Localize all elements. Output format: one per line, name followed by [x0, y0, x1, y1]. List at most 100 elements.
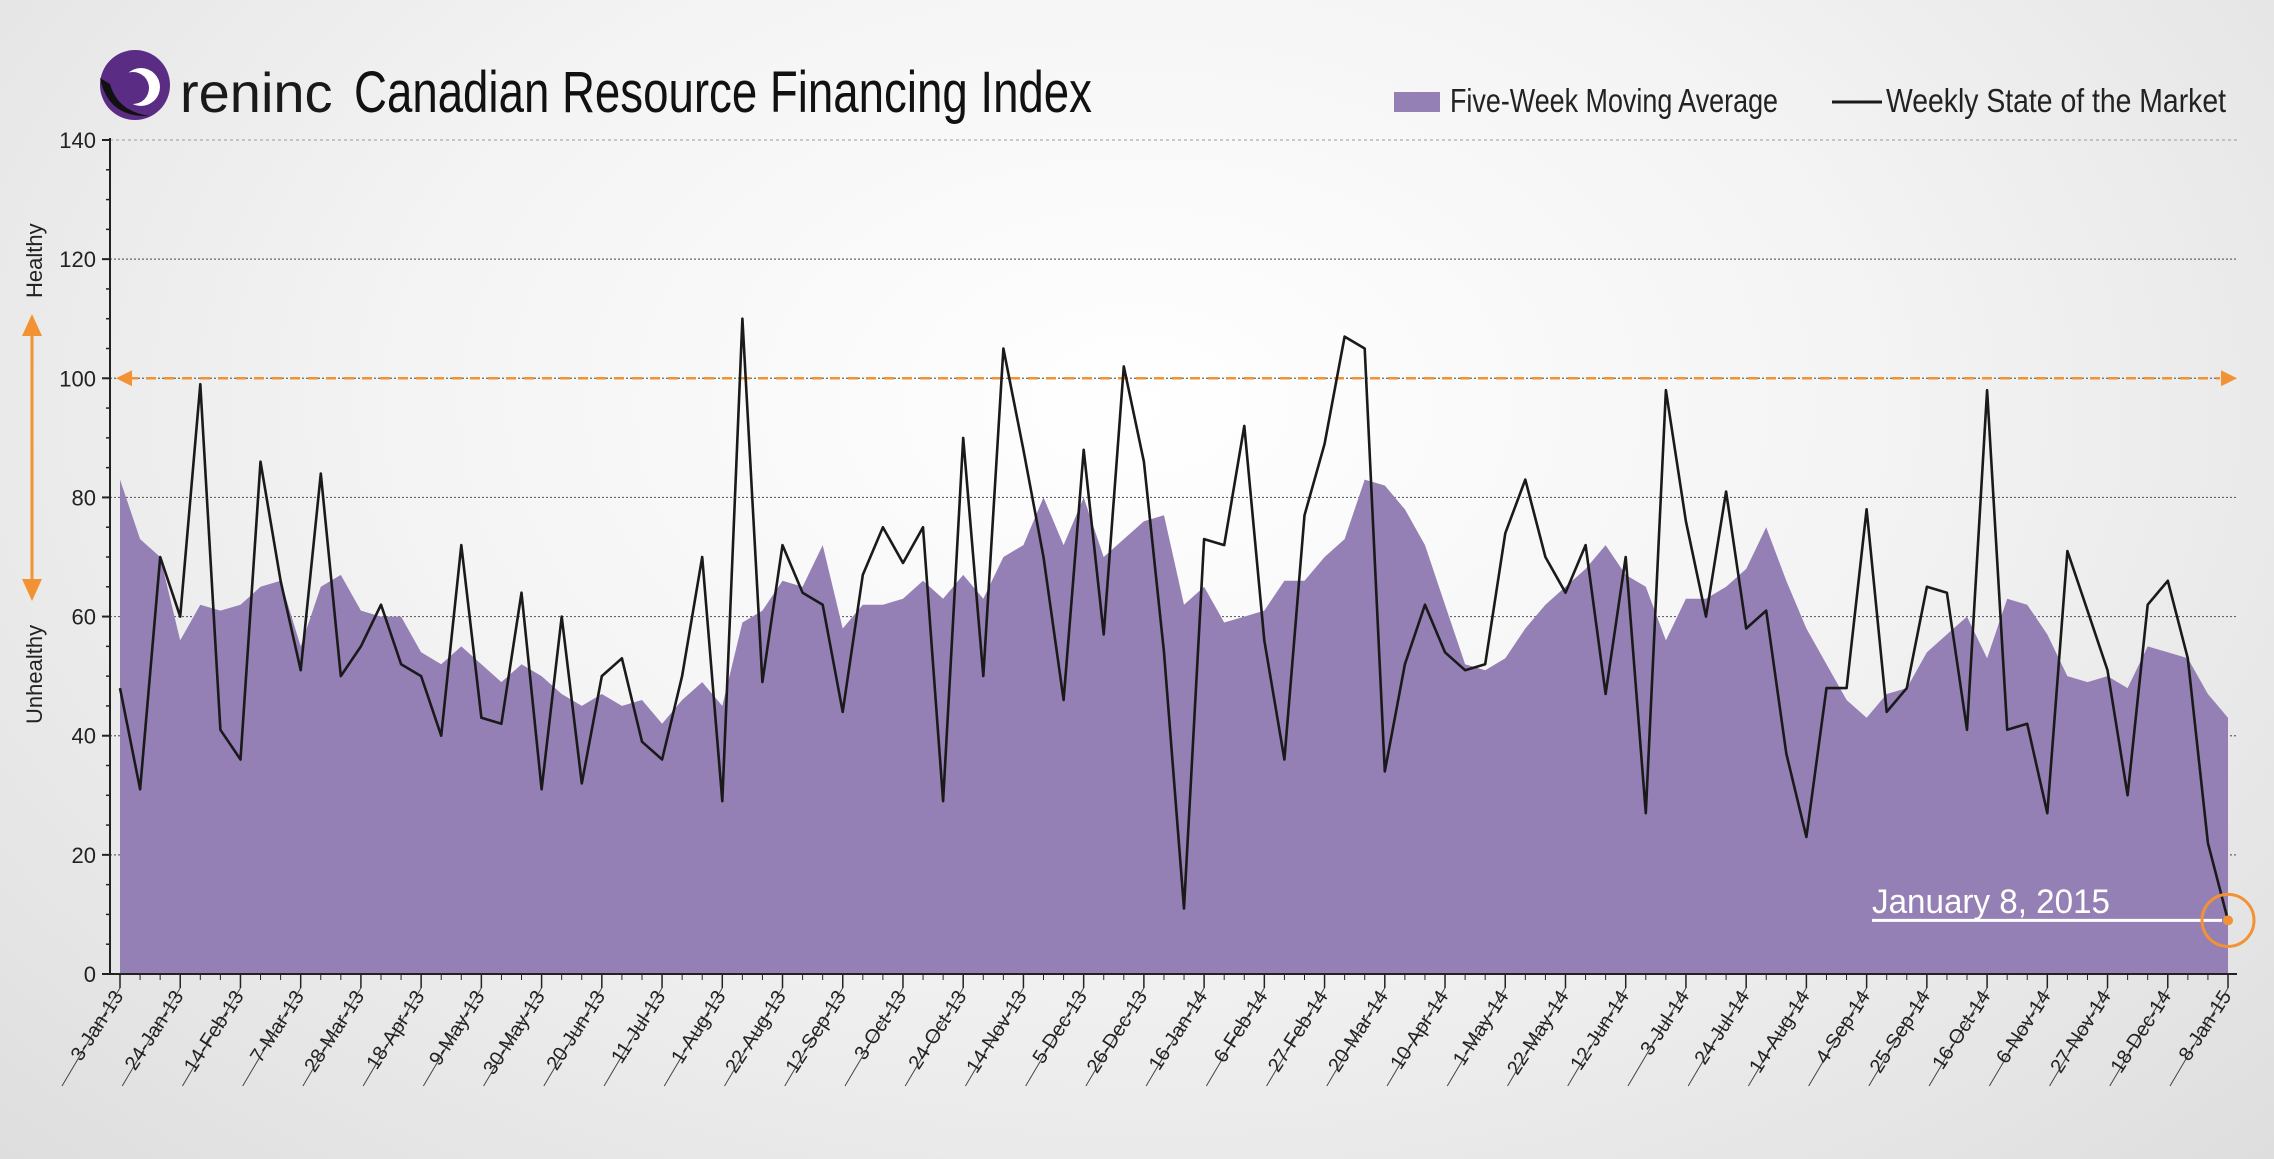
x-tick-label: 6-Feb-14: [1210, 987, 1273, 1067]
x-tick-leader: [182, 987, 241, 1087]
latest-annotation: January 8, 2015: [1872, 883, 2256, 948]
x-tick-leader: [1025, 987, 1085, 1087]
x-tick-leader: [904, 987, 964, 1087]
x-tick-label: 18-Apr-13: [362, 987, 429, 1074]
x-tick-label: 10-Apr-14: [1386, 987, 1453, 1074]
x-tick-label: 3-Oct-13: [850, 987, 911, 1064]
annotation-label: January 8, 2015: [1872, 883, 2110, 921]
threshold-line: [116, 370, 2237, 387]
x-tick-leader: [2169, 987, 2229, 1087]
legend-label-line: Weekly State of the Market: [1886, 82, 2226, 119]
threshold-left-arrow-icon: [116, 370, 132, 387]
x-tick-leader: [1687, 987, 1747, 1087]
x-tick-leader: [784, 987, 844, 1087]
y-tick-label-40: 40: [72, 724, 96, 749]
x-tick-leader: [1988, 987, 2048, 1087]
x-tick-label: 14-Nov-13: [962, 987, 1031, 1077]
x-tick-leader: [543, 987, 603, 1087]
x-tick-leader: [603, 987, 663, 1087]
y-tick-label-80: 80: [72, 485, 96, 510]
y-tick-label-60: 60: [72, 605, 96, 630]
x-tick-label: 18-Dec-14: [2107, 987, 2176, 1077]
x-tick-label: 27-Nov-14: [2046, 987, 2115, 1077]
x-tick-labels: 3-Jan-1324-Jan-1314-Feb-137-Mar-1328-Mar…: [61, 974, 2236, 1087]
health-indicator: Healthy Unhealthy: [22, 223, 47, 724]
x-tick-label: 8-Jan-15: [2175, 987, 2236, 1065]
x-tick-leader: [1808, 987, 1868, 1087]
y-tick-label-0: 0: [84, 962, 96, 987]
x-tick-label: 22-Aug-13: [721, 987, 790, 1077]
x-tick-label: 22-May-14: [1503, 987, 1574, 1079]
x-tick-label: 1-Aug-13: [667, 987, 730, 1068]
health-arrow-up-icon: [22, 314, 42, 336]
x-tick-label: 24-Jan-13: [121, 987, 189, 1075]
healthy-label: Healthy: [22, 223, 47, 298]
x-tick-label: 1-May-14: [1449, 987, 1513, 1070]
legend-swatch-area: [1394, 92, 1440, 112]
x-tick-leader: [724, 987, 783, 1087]
moving-average-area: [120, 479, 2228, 974]
x-tick-label: 5-Dec-13: [1029, 987, 1092, 1068]
x-tick-label: 12-Jun-14: [1566, 987, 1634, 1075]
x-tick-leader: [422, 987, 482, 1087]
weekly-market-line: [118, 317, 2230, 921]
y-tick-label-20: 20: [72, 843, 96, 868]
x-tick-label: 16-Jan-14: [1145, 987, 1213, 1075]
x-tick-label: 12-Sep-13: [782, 987, 851, 1077]
x-tick-leader: [1386, 987, 1446, 1087]
x-tick-leader: [1085, 987, 1145, 1087]
x-tick-leader: [2109, 987, 2169, 1087]
line-series-weekly-market: [118, 317, 2230, 921]
logo-text: reninc: [180, 61, 333, 124]
annotation-ring: [2200, 892, 2256, 948]
logo: reninc: [100, 50, 333, 124]
x-tick-label: 9-May-13: [425, 987, 489, 1070]
x-tick-label: 25-Sep-14: [1866, 987, 1935, 1077]
x-tick-label: 11-Jul-13: [607, 987, 670, 1068]
annotation-dot: [2223, 915, 2233, 926]
x-tick-label: 26-Dec-13: [1083, 987, 1152, 1077]
x-tick-leader: [1627, 987, 1687, 1087]
x-tick-label: 3-Jul-14: [1636, 987, 1694, 1060]
x-tick-leader: [1567, 987, 1627, 1087]
x-tick-leader: [1747, 987, 1807, 1087]
x-tick-leader: [242, 987, 302, 1087]
x-tick-label: 7-Mar-13: [246, 987, 309, 1067]
x-tick-leader: [483, 987, 543, 1087]
x-tick-leader: [844, 987, 904, 1087]
health-arrow-down-icon: [22, 579, 42, 601]
threshold-right-arrow-icon: [2221, 370, 2237, 387]
x-tick-label: 14-Feb-13: [180, 987, 249, 1076]
y-tick-label-140: 140: [59, 128, 96, 153]
x-tick-leader: [362, 987, 422, 1087]
x-tick-label: 4-Sep-14: [1812, 987, 1875, 1068]
y-tick-labels: 0 20 40 60 80 100 120 140: [59, 128, 110, 987]
unhealthy-label: Unhealthy: [22, 625, 47, 724]
x-tick-label: 24-Oct-13: [905, 987, 972, 1074]
x-tick-leader: [1928, 987, 1988, 1087]
x-tick-leader: [1507, 987, 1566, 1087]
x-tick-leader: [61, 987, 121, 1087]
chart-title: Canadian Resource Financing Index: [354, 60, 1092, 125]
x-tick-leader: [663, 987, 723, 1087]
x-tick-label: 3-Jan-13: [67, 987, 128, 1065]
x-tick-leader: [2049, 987, 2108, 1087]
x-tick-label: 30-May-13: [479, 987, 550, 1079]
x-tick-label: 20-Mar-14: [1324, 987, 1393, 1076]
y-tick-label-120: 120: [59, 247, 96, 272]
x-tick-leader: [1326, 987, 1386, 1087]
legend-label-area: Five-Week Moving Average: [1450, 82, 1778, 119]
x-tick-leader: [1145, 987, 1205, 1087]
x-tick-label: 24-Jul-14: [1690, 987, 1754, 1069]
x-tick-label: 28-Mar-13: [300, 987, 369, 1076]
y-tick-label-100: 100: [59, 366, 96, 391]
x-tick-leader: [121, 987, 181, 1087]
x-tick-leader: [1868, 987, 1928, 1087]
x-tick-leader: [1266, 987, 1326, 1087]
area-series-moving-average: [120, 479, 2228, 974]
x-tick-leader: [1446, 987, 1506, 1087]
legend: Five-Week Moving Average Weekly State of…: [1394, 82, 2226, 119]
x-tick-label: 16-Oct-14: [1928, 987, 1995, 1074]
x-tick-label: 20-Jun-13: [543, 987, 611, 1075]
